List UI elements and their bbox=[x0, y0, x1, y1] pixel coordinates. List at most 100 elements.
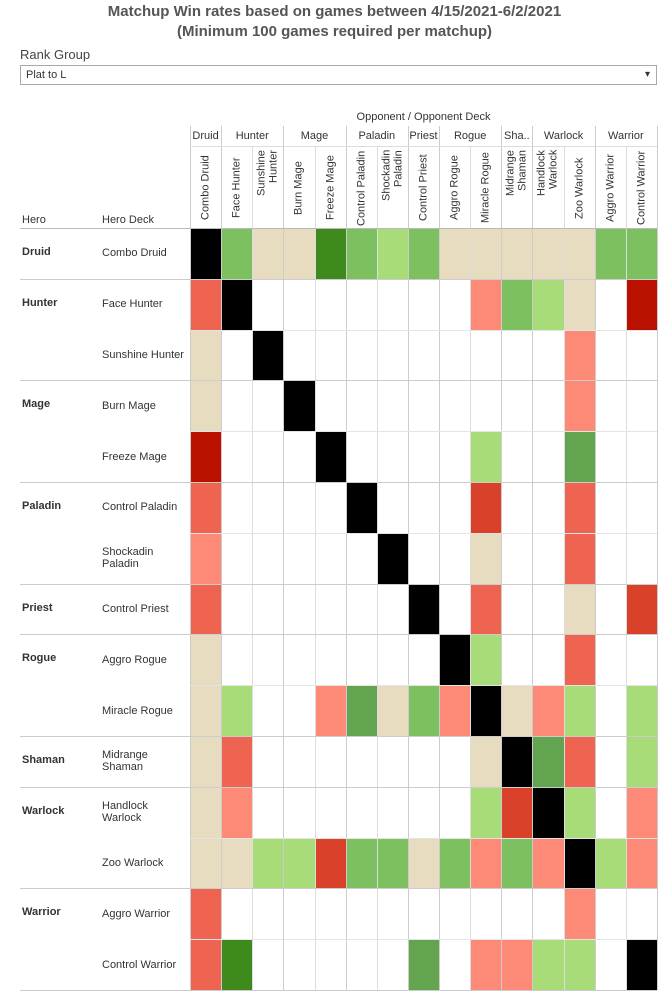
matrix-cell bbox=[377, 229, 408, 279]
matrix-cell bbox=[595, 838, 626, 889]
row-group-label: Priest bbox=[22, 601, 53, 614]
matrix-cell bbox=[377, 686, 408, 736]
row-deck-label: Control Priest bbox=[102, 602, 169, 615]
column-divider bbox=[376, 146, 378, 990]
matrix-cell bbox=[222, 737, 253, 787]
matrix-cell bbox=[471, 635, 502, 686]
matrix-cell bbox=[222, 838, 253, 889]
matrix-cell bbox=[471, 279, 502, 330]
row-deck-label: Handlock Warlock bbox=[102, 800, 148, 825]
row-group-label: Mage bbox=[22, 398, 51, 411]
column-deck-label: Face Hunter bbox=[230, 157, 243, 219]
column-deck-label: Aggro Warrior bbox=[604, 153, 617, 223]
matrix-cell bbox=[471, 432, 502, 482]
matrix-cell bbox=[284, 381, 315, 432]
column-deck-label: Control Priest bbox=[417, 154, 430, 222]
matrix-cell bbox=[471, 533, 502, 584]
matrix-cell bbox=[564, 229, 595, 279]
matrix-cell bbox=[222, 940, 253, 990]
column-deck-label: Handlock Warlock bbox=[536, 150, 561, 196]
row-deck-label: Shockadin Paladin bbox=[102, 546, 154, 571]
matrix-cell bbox=[315, 686, 346, 736]
matrix-cell bbox=[533, 279, 564, 330]
column-group-label: Sha.. bbox=[504, 130, 530, 142]
row-divider bbox=[20, 583, 657, 585]
column-deck-label: Sunshine Hunter bbox=[255, 150, 280, 196]
matrix-cell bbox=[502, 737, 533, 787]
matrix-cell bbox=[191, 483, 222, 533]
column-deck-label: Combo Druid bbox=[199, 155, 212, 221]
matrix-cell bbox=[191, 940, 222, 990]
row-deck-label: Aggro Warrior bbox=[102, 907, 171, 920]
matrix-cell bbox=[564, 635, 595, 686]
matrix-cell bbox=[346, 686, 377, 736]
title: Matchup Win rates based on games between… bbox=[107, 3, 562, 20]
matrix-cell bbox=[471, 686, 502, 736]
column-deck-label: Freeze Mage bbox=[324, 155, 337, 221]
row-deck-label: Control Warrior bbox=[102, 958, 177, 971]
row-group-label: Warrior bbox=[22, 906, 61, 919]
matrix-cell bbox=[564, 889, 595, 940]
column-group-label: Warrior bbox=[608, 130, 644, 142]
row-header: Hero Deck bbox=[102, 214, 154, 226]
group-divider bbox=[532, 126, 534, 990]
matrix-cell bbox=[626, 737, 657, 787]
matrix-cell bbox=[564, 381, 595, 432]
column-deck-label: Control Paladin bbox=[355, 150, 368, 226]
column-divider bbox=[625, 146, 627, 990]
row-deck-label: Midrange Shaman bbox=[102, 749, 148, 774]
matrix-cell bbox=[626, 686, 657, 736]
column-deck-label: Miracle Rogue bbox=[479, 152, 492, 224]
row-divider bbox=[20, 482, 657, 483]
column-divider bbox=[470, 146, 472, 990]
column-group-label: Paladin bbox=[358, 130, 396, 142]
matrix-cell bbox=[502, 787, 533, 838]
row-divider bbox=[20, 634, 657, 636]
matrix-cell bbox=[191, 330, 222, 381]
matrix-cell bbox=[502, 686, 533, 736]
row-deck-label: Burn Mage bbox=[102, 399, 156, 412]
matrix-cell bbox=[408, 686, 440, 736]
column-divider bbox=[563, 146, 565, 990]
matrix-cell bbox=[502, 229, 533, 279]
matrix-cell bbox=[471, 584, 502, 635]
matrix-cell bbox=[440, 838, 471, 889]
matrix-cell bbox=[191, 838, 222, 889]
column-group-label: Mage bbox=[300, 130, 329, 142]
matrix-cell bbox=[191, 279, 222, 330]
matrix-cell bbox=[253, 229, 284, 279]
matrix-cell bbox=[191, 889, 222, 940]
row-group-label: Rogue bbox=[22, 652, 57, 665]
matrix-cell bbox=[191, 584, 222, 635]
matrix-cell bbox=[564, 737, 595, 787]
column-deck-label: Midrange Shaman bbox=[504, 150, 529, 196]
row-divider bbox=[20, 786, 657, 788]
row-divider bbox=[190, 431, 657, 433]
matrix-cell bbox=[626, 229, 657, 279]
matrix-cell bbox=[346, 838, 377, 889]
matrix-cell bbox=[471, 737, 502, 787]
column-group-label: Warlock bbox=[543, 130, 584, 142]
subtitle: (Minimum 100 games required per matchup) bbox=[176, 23, 493, 40]
column-deck-label: Burn Mage bbox=[292, 161, 305, 215]
row-divider bbox=[190, 329, 657, 331]
matrix-cell bbox=[564, 940, 595, 990]
matrix-cell bbox=[191, 432, 222, 482]
matrix-cell bbox=[191, 737, 222, 787]
group-divider bbox=[190, 126, 191, 990]
column-header-title: Opponent / Opponent Deck bbox=[356, 111, 491, 123]
dropdown[interactable]: Plat to L ▾ bbox=[20, 65, 657, 85]
matrix-cell bbox=[626, 279, 657, 330]
matrix-cell bbox=[626, 584, 657, 635]
matrix-cell bbox=[564, 483, 595, 533]
column-deck-label: Control Warrior bbox=[635, 150, 648, 226]
row-divider bbox=[20, 380, 657, 382]
row-deck-label: Control Paladin bbox=[102, 501, 178, 514]
column-group-label: Hunter bbox=[235, 130, 269, 142]
matrix-cell bbox=[471, 940, 502, 990]
group-divider bbox=[657, 126, 658, 990]
matrix-cell bbox=[564, 787, 595, 838]
matrix-cell bbox=[564, 330, 595, 381]
row-deck-label: Zoo Warlock bbox=[102, 856, 164, 869]
